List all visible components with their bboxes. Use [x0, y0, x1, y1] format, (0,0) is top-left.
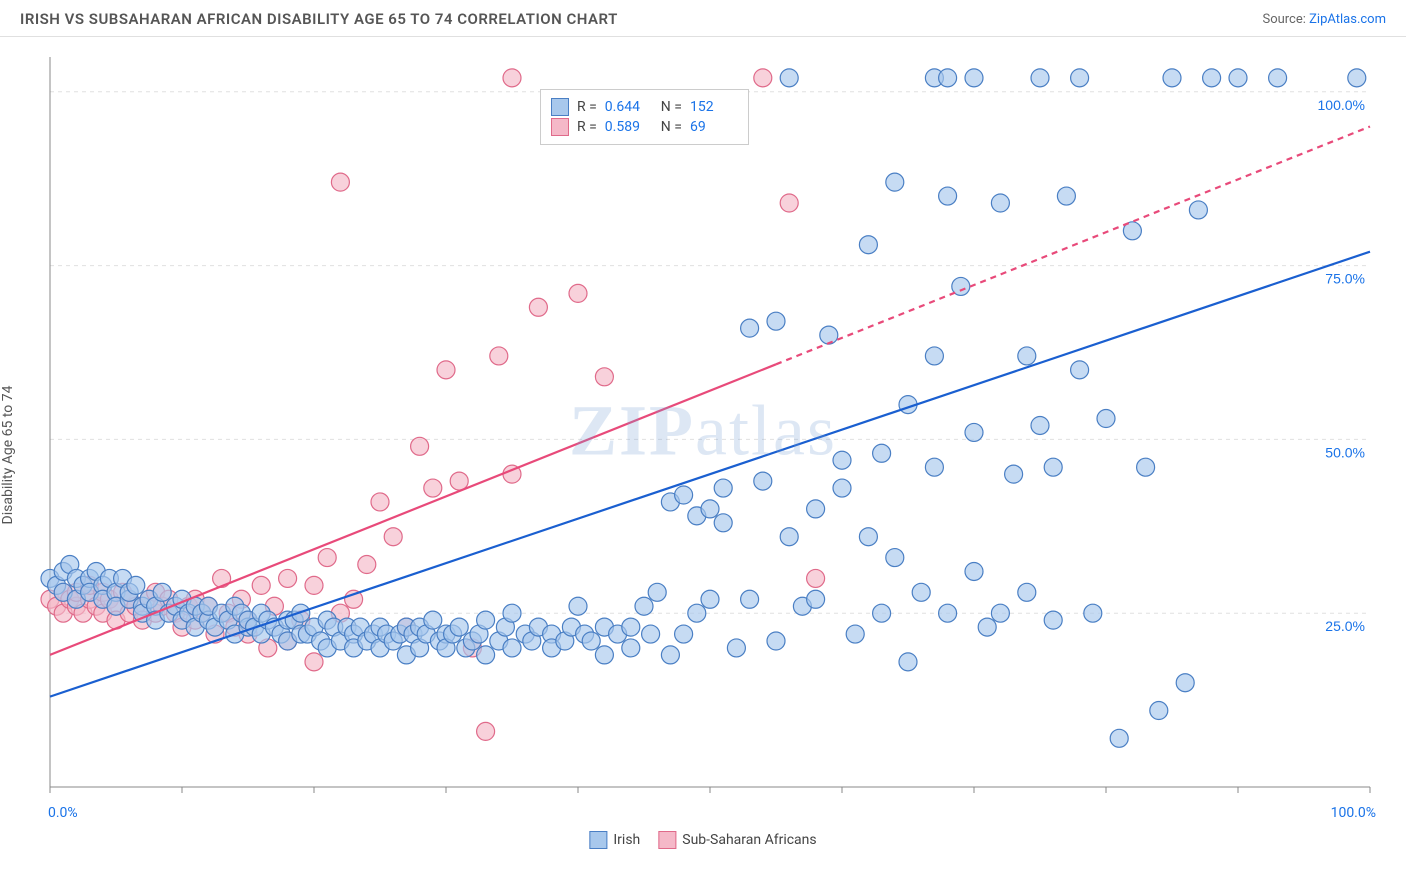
n-label-1: N =: [661, 99, 682, 115]
bottom-legend: Irish Sub-Saharan Africans: [589, 831, 816, 849]
n-label-2: N =: [661, 119, 682, 135]
svg-text:50.0%: 50.0%: [1325, 444, 1365, 460]
swatch-irish: [551, 98, 569, 116]
n-value-2: 69: [690, 119, 738, 135]
source-link[interactable]: ZipAtlas.com: [1309, 12, 1386, 27]
stats-row-1: R = 0.644 N = 152: [551, 98, 738, 116]
legend-item-subsaharan: Sub-Saharan Africans: [658, 831, 816, 849]
y-axis-label: Disability Age 65 to 74: [0, 386, 16, 525]
x-axis-min-label: 0.0%: [48, 805, 78, 821]
chart-header: IRISH VS SUBSAHARAN AFRICAN DISABILITY A…: [0, 0, 1406, 37]
legend-item-irish: Irish: [589, 831, 640, 849]
stats-row-2: R = 0.589 N = 69: [551, 118, 738, 136]
n-value-1: 152: [690, 99, 738, 115]
r-value-1: 0.644: [605, 99, 653, 115]
chart-title: IRISH VS SUBSAHARAN AFRICAN DISABILITY A…: [20, 10, 618, 28]
r-label-1: R =: [577, 99, 597, 115]
x-axis-max-label: 100.0%: [1331, 805, 1376, 821]
source-prefix: Source:: [1262, 12, 1309, 27]
stats-legend: R = 0.644 N = 152 R = 0.589 N = 69: [540, 89, 749, 145]
r-value-2: 0.589: [605, 119, 653, 135]
chart-source: Source: ZipAtlas.com: [1262, 12, 1386, 27]
swatch-irish-bottom: [589, 831, 607, 849]
svg-text:25.0%: 25.0%: [1325, 618, 1365, 634]
legend-label-subsaharan: Sub-Saharan Africans: [682, 832, 816, 848]
scatter-plot: 25.0% 50.0% 75.0% 100.0%: [40, 47, 1380, 807]
svg-text:100.0%: 100.0%: [1318, 97, 1365, 113]
swatch-subsaharan-bottom: [658, 831, 676, 849]
r-label-2: R =: [577, 119, 597, 135]
chart-container: Disability Age 65 to 74 25.0% 50.0% 75.0% 1…: [0, 37, 1406, 857]
svg-text:75.0%: 75.0%: [1325, 271, 1365, 287]
legend-label-irish: Irish: [613, 832, 640, 848]
swatch-subsaharan: [551, 118, 569, 136]
